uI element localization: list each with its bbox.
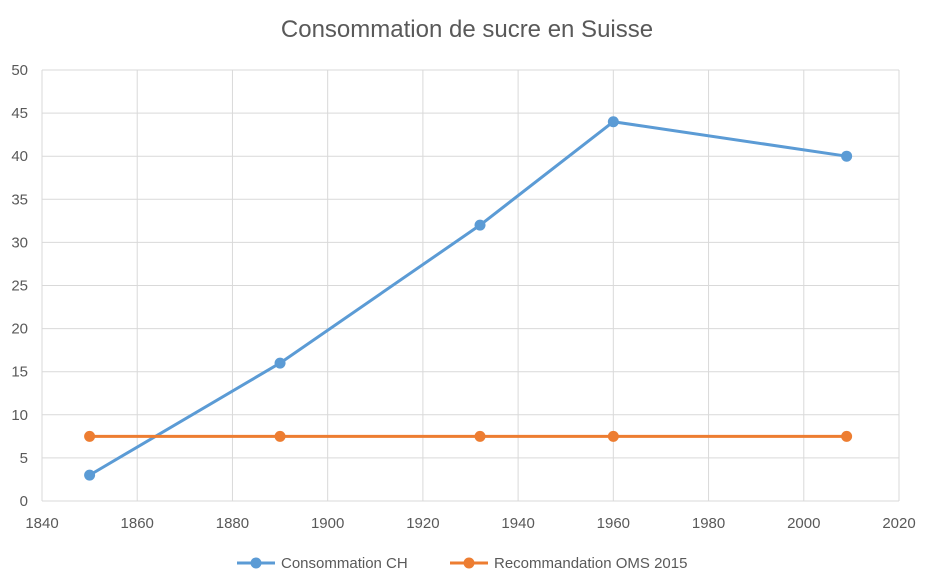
data-point	[841, 150, 853, 162]
data-point	[841, 430, 853, 442]
y-tick-label: 50	[11, 62, 28, 79]
series-lines	[84, 116, 853, 481]
data-point	[607, 430, 619, 442]
data-point	[274, 430, 286, 442]
series-line-1	[88, 120, 849, 477]
legend-label: Consommation CH	[281, 555, 408, 572]
x-tick-label: 1840	[25, 515, 58, 532]
x-tick-label: 1880	[216, 515, 249, 532]
y-tick-label: 10	[11, 407, 28, 424]
x-tick-label: 1960	[597, 515, 630, 532]
x-tick-label: 1860	[121, 515, 154, 532]
chart-title: Consommation de sucre en Suisse	[281, 16, 653, 43]
y-tick-label: 35	[11, 191, 28, 208]
legend-swatch-marker	[250, 557, 262, 569]
y-tick-label: 30	[11, 234, 28, 251]
y-tick-label: 45	[11, 105, 28, 122]
data-point	[607, 116, 619, 128]
grid	[41, 69, 900, 502]
y-tick-label: 25	[11, 278, 28, 295]
data-point	[474, 219, 486, 231]
legend: Consommation CH Recommandation OMS 2015	[237, 555, 687, 572]
x-tick-label: 2000	[787, 515, 820, 532]
x-tick-label: 1900	[311, 515, 344, 532]
y-tick-label: 15	[11, 364, 28, 381]
data-point	[474, 430, 486, 442]
data-point	[84, 430, 96, 442]
data-point	[84, 469, 96, 481]
y-tick-label: 40	[11, 148, 28, 165]
x-tick-label: 1940	[501, 515, 534, 532]
y-tick-label: 0	[20, 493, 28, 510]
data-point	[274, 357, 286, 369]
x-tick-label: 1920	[406, 515, 439, 532]
axis-tick-labels: 0 5 10 15 20 25 30 35 40 45 50 1840 1860 1880 1900 1920…	[11, 62, 915, 532]
y-tick-label: 20	[11, 321, 28, 338]
legend-label: Recommandation OMS 2015	[494, 555, 687, 572]
y-tick-label: 5	[20, 450, 28, 467]
x-tick-label: 2020	[882, 515, 915, 532]
x-tick-label: 1980	[692, 515, 725, 532]
legend-swatch-marker	[463, 557, 475, 569]
